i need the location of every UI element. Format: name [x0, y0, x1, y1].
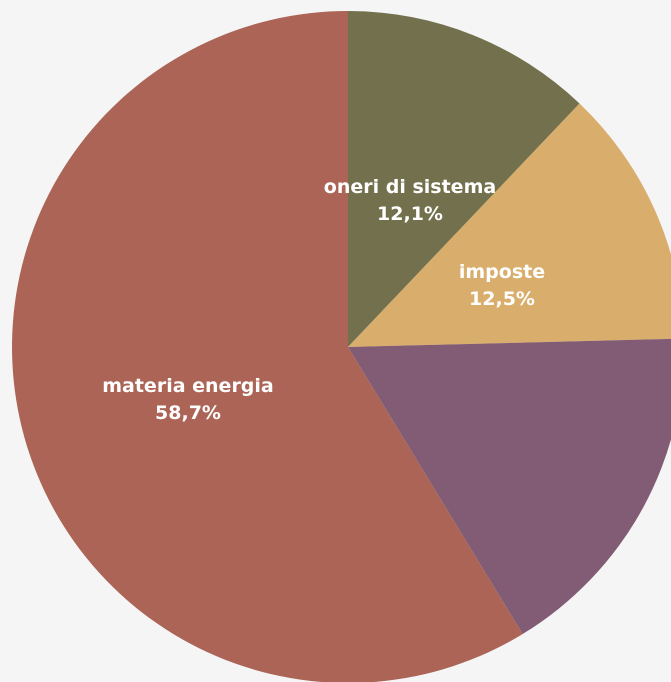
slice-percentage: 12,5%: [469, 288, 535, 310]
pie-slice-oneri-di-sistema: [348, 11, 580, 347]
slice-percentage: 12,1%: [377, 203, 443, 225]
slice-label: imposte: [459, 261, 545, 283]
slice-label: oneri di sistema: [324, 176, 496, 198]
pie-slice-imposte: [348, 103, 671, 347]
pie-labels: oneri di sistema 12,1% imposte 12,5% materia…: [102, 176, 545, 424]
pie-slice-materia-energia: [12, 11, 523, 682]
slice-percentage: 58,7%: [155, 402, 221, 424]
slice-label: materia energia: [102, 375, 274, 397]
pie-slices: [12, 11, 671, 682]
pie-slice-unlabeled: [348, 338, 671, 635]
